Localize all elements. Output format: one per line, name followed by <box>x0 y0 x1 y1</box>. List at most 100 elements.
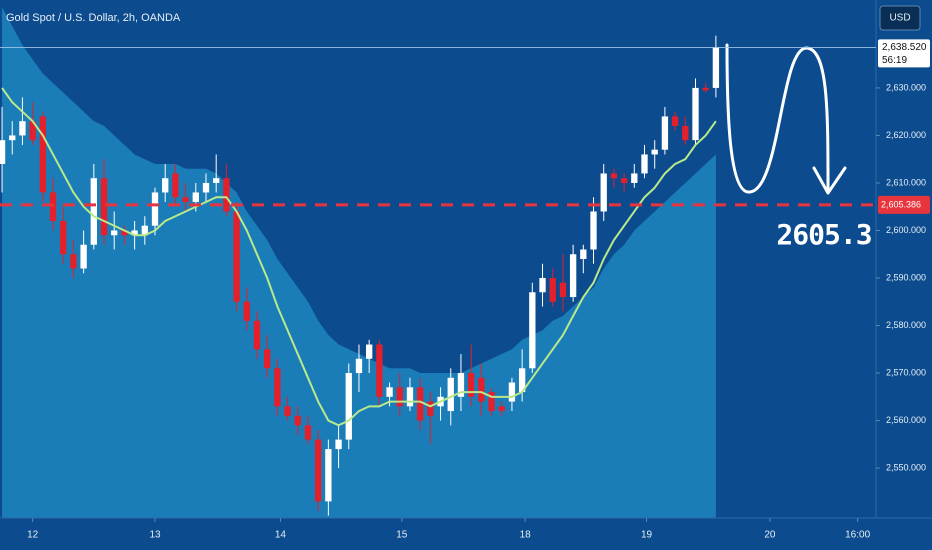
x-tick-label: 18 <box>520 530 532 541</box>
candle-body <box>335 439 342 450</box>
candle-body <box>274 368 281 407</box>
candle-body <box>631 173 638 183</box>
level-annotation: 2605.3 <box>776 218 871 251</box>
candle-body <box>682 125 689 141</box>
candle-body <box>243 301 250 321</box>
candle-body <box>172 173 179 198</box>
candle-body <box>447 377 454 412</box>
band-area <box>2 7 716 518</box>
candle-body <box>100 178 108 236</box>
candle-body <box>121 230 128 236</box>
candle-body <box>641 154 648 174</box>
candle-body <box>671 116 679 126</box>
chart-title: Gold Spot / U.S. Dollar, 2h, OANDA <box>6 12 181 24</box>
candle-body <box>284 406 291 416</box>
candle-body <box>498 406 505 412</box>
candle-body <box>345 373 352 440</box>
candle-body <box>90 178 97 245</box>
x-tick-label: 12 <box>27 530 39 541</box>
moving-average <box>1 87 717 427</box>
y-tick-label: 2,610.000 <box>886 177 926 187</box>
candle-body <box>19 121 26 136</box>
candle-body <box>518 368 526 393</box>
candle-body <box>396 387 403 407</box>
candle-body <box>9 135 16 141</box>
candle-body <box>600 173 607 212</box>
candle-body <box>539 278 546 293</box>
candle-body <box>620 178 628 183</box>
x-tick-label: 20 <box>764 530 776 541</box>
candle-body <box>478 377 485 402</box>
candle-body <box>590 211 597 250</box>
candle-body <box>49 192 57 221</box>
x-tick-label: 19 <box>641 530 653 541</box>
level-label: 2,605.386 <box>881 199 921 209</box>
y-tick-label: 2,560.000 <box>886 415 926 425</box>
candle-body <box>355 358 363 374</box>
candle-body <box>416 387 424 421</box>
candle-body <box>315 439 322 502</box>
candle-body <box>192 192 199 202</box>
candle-body <box>29 121 36 141</box>
candle-body <box>702 87 709 91</box>
candle-body <box>141 225 148 236</box>
countdown: 56:19 <box>882 55 907 66</box>
candle-body <box>182 197 189 202</box>
candle-body <box>692 87 699 141</box>
candle-body <box>304 425 312 440</box>
candle-body <box>610 173 618 179</box>
y-tick-label: 2,580.000 <box>886 320 926 330</box>
forecast-curve <box>725 43 830 194</box>
candle-body <box>253 320 261 350</box>
x-tick-label: 16:00 <box>845 530 870 541</box>
candle-body <box>457 373 465 397</box>
level-tag <box>878 195 930 214</box>
candle-body <box>0 140 6 164</box>
x-tick-label: 14 <box>275 530 287 541</box>
candle-body <box>651 149 658 155</box>
candle-body <box>223 178 230 212</box>
candle-body <box>569 254 577 298</box>
x-tick-label: 15 <box>396 530 408 541</box>
candle-body <box>508 382 516 402</box>
candle-body <box>264 349 271 369</box>
candle-body <box>294 415 301 426</box>
candle-body <box>406 387 414 407</box>
y-tick-label: 2,550.000 <box>886 462 926 472</box>
candle-body <box>467 373 475 397</box>
candle-body <box>70 254 77 269</box>
candle-body <box>60 220 67 255</box>
candle-body <box>712 47 720 88</box>
candle-body <box>376 344 383 397</box>
candle-body <box>39 116 46 193</box>
candle-body <box>580 249 587 259</box>
candle-body <box>559 282 567 298</box>
candle-body <box>202 182 210 193</box>
candle-body <box>111 230 118 236</box>
candle-body <box>80 244 87 269</box>
candle-body <box>488 392 495 412</box>
candle-body <box>131 230 138 236</box>
forecast-arrowhead <box>812 166 847 195</box>
candle-body <box>151 192 159 226</box>
y-tick-label: 2,570.000 <box>886 367 926 377</box>
candle-body <box>386 387 393 397</box>
candle-body <box>661 116 669 150</box>
candle-body <box>549 278 556 302</box>
candle-body <box>233 211 240 302</box>
x-tick-label: 13 <box>149 530 161 541</box>
candle-body <box>325 449 332 502</box>
y-tick-label: 2,600.000 <box>886 225 926 235</box>
last-price-label: 2,638.520 <box>882 42 927 53</box>
candle-body <box>366 344 373 359</box>
candle-body <box>529 292 536 369</box>
currency-button[interactable] <box>879 5 921 31</box>
y-tick-label: 2,620.000 <box>886 130 926 140</box>
candle-body <box>162 178 169 193</box>
y-tick-label: 2,630.000 <box>886 82 926 92</box>
candle-body <box>213 178 220 183</box>
last-price-tag <box>878 39 930 68</box>
currency[interactable]: USD <box>889 13 910 24</box>
y-tick-label: 2,590.000 <box>886 272 926 282</box>
